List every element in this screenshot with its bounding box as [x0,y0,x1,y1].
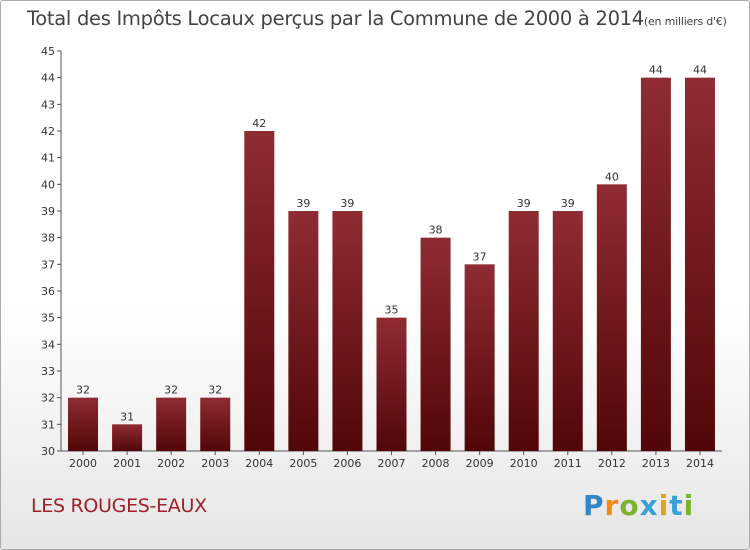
x-tick-label: 2001 [113,457,141,470]
x-tick-label: 2003 [201,457,229,470]
y-tick-label: 37 [41,258,55,271]
bar-value-label: 39 [340,197,354,210]
bar-value-label: 44 [649,64,663,77]
bar-value-label: 32 [208,384,222,397]
y-tick-label: 39 [41,205,55,218]
chart-bars [68,77,715,452]
y-tick-label: 38 [41,232,55,245]
bar-value-label: 37 [473,250,487,263]
y-tick-label: 42 [41,125,55,138]
y-tick-label: 41 [41,152,55,165]
logo-letter-7: i [683,489,695,522]
bar [200,397,231,451]
bar-value-label: 44 [693,64,707,77]
logo-letter-2: r [604,489,620,522]
x-tick-label: 2011 [554,457,582,470]
bar [508,211,539,451]
logo-letter-1: P [583,489,605,522]
bar-value-label: 40 [605,170,619,183]
bar [596,184,627,452]
logo-letter-3: o [619,489,640,522]
y-tick-label: 30 [41,445,55,458]
x-tick-label: 2014 [686,457,714,470]
bar-value-label: 32 [164,384,178,397]
logo-letter-5: i [658,489,670,522]
bar-value-label: 39 [561,197,575,210]
y-tick-label: 32 [41,392,55,405]
bar [112,424,143,451]
y-tick-label: 36 [41,285,55,298]
bar [552,211,583,451]
proxiti-logo[interactable]: Proxiti [583,489,694,522]
x-tick-label: 2005 [289,457,317,470]
logo-letter-6: t [669,489,684,522]
bar [640,77,671,452]
y-tick-label: 40 [41,178,55,191]
chart-data-labels: 32 31 32 32 42 39 39 35 38 37 39 39 40 44 44 [76,64,707,424]
bar [244,131,275,451]
chart-title: Total des Impôts Locaux perçus par la Co… [27,7,727,30]
chart-unit-label: (en milliers d'€) [643,15,727,28]
logo-letter-4: x [639,489,659,522]
x-tick-label: 2010 [510,457,538,470]
x-tick-label: 2013 [642,457,670,470]
x-tick-label: 2009 [466,457,494,470]
bar [684,77,715,452]
bar [464,264,495,451]
bar [156,397,187,451]
y-tick-label: 43 [41,98,55,111]
bar [376,317,407,451]
chart-title-text: Total des Impôts Locaux perçus par la Co… [27,7,644,30]
bar-value-label: 39 [296,197,310,210]
y-tick-label: 45 [41,45,55,58]
bar [332,211,363,451]
x-tick-label: 2004 [245,457,273,470]
bar [288,211,319,451]
y-tick-label: 33 [41,365,55,378]
bar-value-label: 38 [429,224,443,237]
x-tick-label: 2008 [422,457,450,470]
y-tick-label: 34 [41,338,55,351]
bar [68,397,99,451]
commune-name: LES ROUGES-EAUX [31,495,207,517]
bar-value-label: 31 [120,410,134,423]
x-tick-label: 2002 [157,457,185,470]
x-tick-label: 2012 [598,457,626,470]
bar [420,237,451,451]
bar-value-label: 32 [76,384,90,397]
y-tick-label: 31 [41,418,55,431]
bar-value-label: 39 [517,197,531,210]
bar-value-label: 42 [252,117,266,130]
x-tick-label: 2000 [69,457,97,470]
y-tick-label: 35 [41,312,55,325]
bar-value-label: 35 [385,304,399,317]
y-tick-label: 44 [41,72,55,85]
x-tick-label: 2006 [333,457,361,470]
x-tick-label: 2007 [378,457,406,470]
